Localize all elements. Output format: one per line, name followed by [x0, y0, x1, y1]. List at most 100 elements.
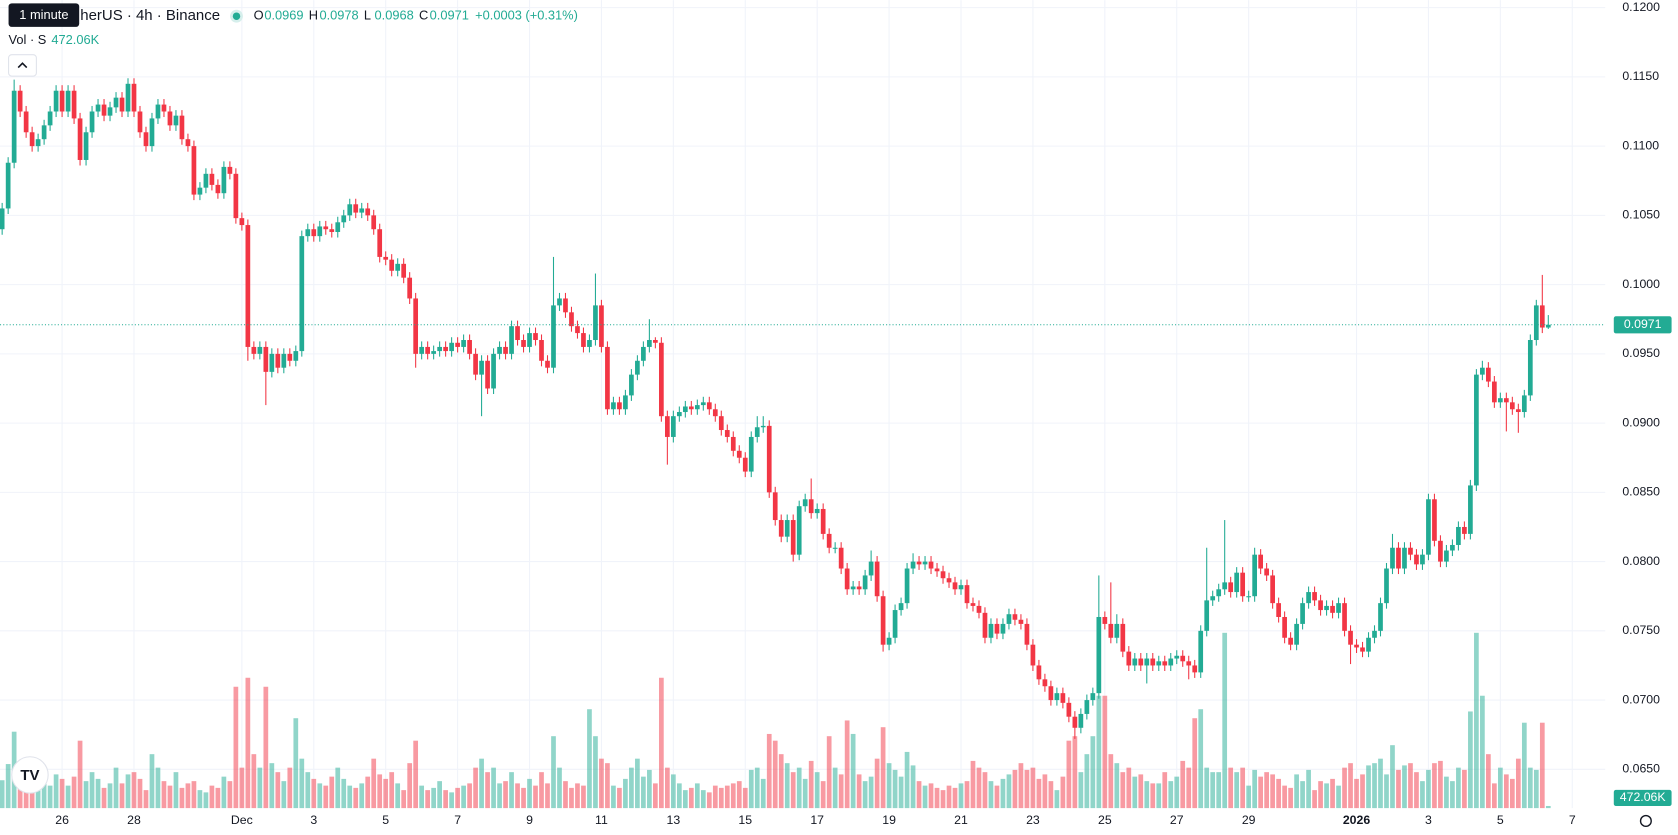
x-tick-label: 29: [1242, 813, 1256, 827]
volume-bar: [1533, 769, 1539, 809]
candle-body: [1036, 665, 1042, 680]
volume-bar: [479, 758, 484, 809]
volume-bar: [467, 783, 472, 809]
candle-body: [443, 346, 448, 352]
volume-title[interactable]: Vol · S: [9, 32, 47, 47]
candle-body: [611, 402, 616, 410]
candle-body: [796, 506, 802, 555]
volume-bar: [527, 778, 532, 809]
volume-bar: [1480, 695, 1485, 809]
candle-body: [449, 342, 454, 352]
volume-bar: [1222, 632, 1228, 809]
volume-bar: [353, 787, 359, 809]
candle-body: [407, 277, 413, 299]
x-tick-label: 7: [454, 813, 461, 827]
volume-bar: [239, 767, 245, 809]
volume-bar: [706, 792, 712, 809]
candle-body: [311, 229, 317, 237]
status-dot: [232, 12, 241, 20]
volume-bar: [455, 787, 460, 809]
candle-body: [778, 520, 784, 537]
symbol-title[interactable]: herUS · 4h · Binance: [80, 7, 220, 24]
volume-bar: [1168, 781, 1174, 809]
candle-body: [832, 547, 838, 549]
volume-bar: [772, 740, 778, 809]
volume-bar: [41, 772, 47, 809]
volume-bar: [599, 758, 604, 809]
volume-bar: [125, 774, 131, 809]
volume-bar: [71, 776, 77, 809]
volume-bar: [587, 709, 592, 809]
candle-body: [269, 353, 275, 372]
volume-bar: [1144, 781, 1150, 809]
volume-bar: [676, 783, 682, 809]
volume-bar: [832, 767, 838, 809]
candle-body: [1150, 658, 1156, 666]
collapse-button[interactable]: [8, 54, 37, 77]
logo[interactable]: [11, 756, 49, 794]
candle-body: [1048, 686, 1054, 701]
candle-body: [509, 326, 514, 354]
volume-bar: [503, 781, 508, 809]
candle-body: [437, 346, 442, 352]
volume-bar: [1246, 785, 1252, 809]
volume-bar: [880, 727, 886, 809]
candle-body: [1354, 644, 1359, 648]
volume-bar: [1192, 718, 1198, 809]
candle-body: [730, 436, 736, 451]
candle-body: [772, 492, 778, 521]
volume-bar: [335, 767, 341, 809]
volume-bar: [958, 783, 964, 809]
volume-bar: [766, 733, 772, 809]
volume-bar: [1432, 763, 1437, 809]
volume-bar: [1396, 769, 1401, 809]
ohlc-key: O: [254, 8, 264, 23]
volume-bar: [982, 772, 988, 809]
tooltip: 1 minute: [19, 7, 68, 22]
candle-body: [1174, 655, 1180, 659]
candle-body: [916, 561, 922, 565]
settings-icon[interactable]: [1639, 814, 1652, 827]
volume-bar: [916, 781, 922, 809]
volume-bar: [1486, 754, 1491, 809]
volume-bar: [113, 767, 119, 809]
candle-body: [1384, 568, 1389, 604]
candle-body: [1030, 644, 1036, 666]
volume-bar: [1090, 736, 1096, 809]
candle-body: [623, 395, 628, 410]
volume-bar: [251, 754, 257, 809]
candle-body: [197, 187, 203, 195]
volume-bar: [694, 783, 700, 809]
volume-bar: [1420, 781, 1425, 809]
candle-body: [413, 298, 419, 354]
volume-bar: [946, 785, 952, 809]
volume-bar: [1006, 774, 1012, 809]
candle-body: [1509, 402, 1515, 410]
candle-body: [545, 360, 550, 368]
volume-bar: [1521, 722, 1527, 809]
candle-body: [515, 326, 520, 341]
candle-body: [239, 218, 245, 226]
volume-bar: [1348, 763, 1353, 809]
candle-body: [1228, 582, 1234, 593]
candle-body: [605, 346, 610, 410]
volume-bar: [940, 790, 946, 809]
candle-body: [551, 305, 556, 368]
volume-axis-label: 472.06K: [1620, 790, 1667, 804]
volume-bar: [1198, 709, 1204, 809]
ohlc-value: 0.0971: [430, 8, 469, 23]
ohlc-key: H: [309, 8, 318, 23]
volume-bar: [874, 758, 880, 809]
candle-body: [940, 571, 946, 579]
volume-bar: [808, 760, 814, 809]
volume-bar: [563, 781, 568, 809]
candle-body: [1276, 603, 1281, 617]
candle-body: [706, 402, 712, 410]
candle-body: [802, 499, 808, 507]
volume-bar: [83, 781, 89, 809]
candle-body: [1222, 582, 1228, 590]
volume-bar: [1456, 767, 1461, 809]
candle-body: [694, 405, 700, 410]
candle-body: [317, 226, 323, 237]
candle-body: [1324, 605, 1329, 611]
